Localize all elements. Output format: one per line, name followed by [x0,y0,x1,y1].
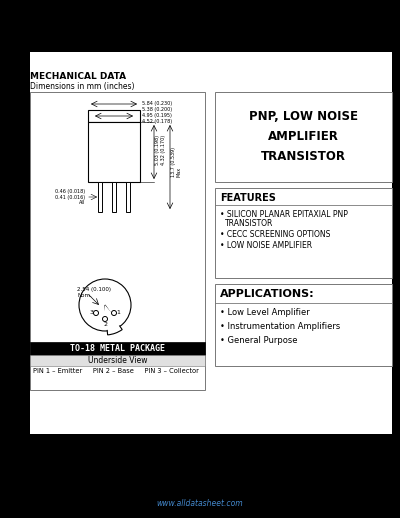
Circle shape [79,279,131,331]
Text: PIN 1 – Emitter     PIN 2 – Base     PIN 3 – Collector: PIN 1 – Emitter PIN 2 – Base PIN 3 – Col… [33,368,199,374]
Bar [126,182,130,212]
Bar [30,92,205,390]
Bar [215,284,392,366]
Text: • Low Level Amplifier: • Low Level Amplifier [220,308,310,317]
Text: • LOW NOISE AMPLIFIER: • LOW NOISE AMPLIFIER [220,241,312,250]
Text: 2.54 (0.100)
Nom.: 2.54 (0.100) Nom. [77,287,111,298]
Text: Dimensions in mm (inches): Dimensions in mm (inches) [30,82,134,91]
Text: • General Purpose: • General Purpose [220,336,298,345]
Text: PNP, LOW NOISE
AMPLIFIER
TRANSISTOR: PNP, LOW NOISE AMPLIFIER TRANSISTOR [249,110,358,164]
Bar [88,110,140,122]
Text: APPLICATIONS:: APPLICATIONS: [220,289,315,299]
Wedge shape [105,305,121,330]
Text: 5.03 (0.198)
4.32 (0.170): 5.03 (0.198) 4.32 (0.170) [155,135,166,165]
Text: www.alldatasheet.com: www.alldatasheet.com [157,498,243,508]
Text: 4.95 (0.195)
4.52 (0.178): 4.95 (0.195) 4.52 (0.178) [142,113,172,124]
Bar [30,342,205,355]
Bar [30,355,205,366]
Bar [30,52,392,434]
Text: • SILICON PLANAR EPITAXIAL PNP: • SILICON PLANAR EPITAXIAL PNP [220,210,348,219]
Bar [88,122,140,182]
Bar [98,182,102,212]
Wedge shape [105,305,122,335]
Bar [215,188,392,278]
Text: 13.7 (0.539)
Max: 13.7 (0.539) Max [171,147,182,177]
Text: 0.46 (0.018)
0.41 (0.016)
All: 0.46 (0.018) 0.41 (0.016) All [55,189,85,205]
Bar [215,92,392,182]
Circle shape [102,316,108,322]
Text: 5.84 (0.230)
5.38 (0.200): 5.84 (0.230) 5.38 (0.200) [142,101,172,112]
Text: • Instrumentation Amplifiers: • Instrumentation Amplifiers [220,322,340,331]
Text: TO-18 METAL PACKAGE: TO-18 METAL PACKAGE [70,344,165,353]
Text: 3: 3 [90,310,94,315]
Text: FEATURES: FEATURES [220,193,276,203]
Text: Underside View: Underside View [88,356,147,365]
Text: 2: 2 [103,323,107,327]
Text: MECHANICAL DATA: MECHANICAL DATA [30,72,126,81]
Text: 1: 1 [116,310,120,315]
Circle shape [112,310,116,315]
Text: TRANSISTOR: TRANSISTOR [225,219,273,228]
Text: • CECC SCREENING OPTIONS: • CECC SCREENING OPTIONS [220,230,330,239]
Circle shape [94,310,98,315]
Bar [112,182,116,212]
